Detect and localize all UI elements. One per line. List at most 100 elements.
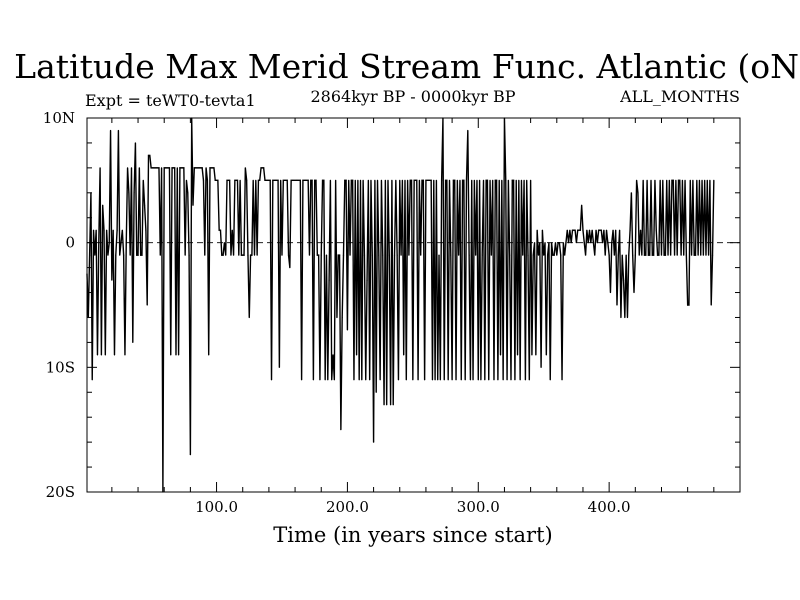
data-point [206, 179, 208, 181]
data-point [92, 229, 95, 231]
data-point [295, 179, 297, 181]
data-point [437, 379, 439, 381]
data-point [422, 179, 424, 181]
data-point [266, 179, 269, 181]
data-point [522, 254, 524, 256]
data-point [554, 242, 557, 244]
data-point [666, 179, 668, 181]
data-point [524, 379, 526, 381]
data-point [115, 254, 117, 256]
data-point [600, 229, 602, 231]
data-point [294, 179, 296, 181]
data-point [112, 229, 114, 231]
data-point [387, 179, 389, 181]
data-point [658, 254, 660, 256]
data-point [403, 354, 405, 356]
data-point [471, 179, 473, 181]
data-point [337, 254, 339, 256]
data-point [255, 179, 257, 181]
data-point [565, 242, 567, 244]
data-point [365, 379, 367, 381]
data-point [509, 254, 511, 256]
data-point [188, 254, 190, 256]
data-point [673, 254, 676, 256]
data-point [407, 179, 409, 181]
data-point [170, 354, 172, 356]
data-point [238, 254, 240, 256]
data-point [469, 379, 472, 381]
data-point [598, 229, 600, 231]
data-point [497, 379, 499, 381]
data-point [515, 179, 517, 181]
data-point [175, 354, 177, 356]
data-point [193, 167, 195, 169]
data-point [592, 242, 595, 244]
data-point [486, 179, 489, 181]
data-point [327, 379, 329, 381]
data-point [107, 254, 109, 256]
data-point [625, 254, 627, 256]
data-point [99, 167, 101, 169]
data-point [159, 254, 161, 256]
data-point [492, 179, 494, 181]
data-point [265, 179, 267, 181]
data-point [502, 379, 504, 381]
data-point [510, 379, 512, 381]
data-point [225, 254, 227, 256]
data-point [465, 179, 468, 181]
data-point [476, 179, 478, 181]
data-point [475, 254, 477, 256]
data-point [622, 279, 625, 281]
data-point [384, 179, 386, 181]
data-point [564, 254, 566, 256]
data-point [221, 254, 223, 256]
data-point [301, 379, 303, 381]
data-point [191, 117, 193, 119]
data-point [273, 179, 275, 181]
data-point [550, 242, 553, 244]
data-point [637, 192, 639, 194]
data-point [632, 254, 634, 256]
data-point [602, 242, 604, 244]
data-point [167, 167, 169, 169]
data-point [166, 167, 168, 169]
data-point [352, 179, 354, 181]
data-point [571, 229, 574, 231]
data-point [507, 179, 509, 181]
data-point [362, 179, 364, 181]
data-point [369, 379, 371, 381]
data-point [196, 167, 198, 169]
data-point [417, 379, 419, 381]
data-point [229, 179, 231, 181]
data-point [355, 354, 358, 356]
plot-frame [86, 117, 741, 493]
data-point [269, 179, 271, 181]
data-point [227, 179, 229, 181]
data-point [213, 167, 215, 169]
data-point [277, 179, 279, 181]
data-point [605, 229, 608, 231]
data-point [588, 229, 591, 231]
data-point [667, 254, 669, 256]
data-point [705, 254, 707, 256]
data-point [577, 229, 579, 231]
data-point [393, 254, 396, 256]
data-point [155, 167, 157, 169]
data-point [704, 179, 706, 181]
data-point [435, 179, 437, 181]
data-point [374, 179, 376, 181]
data-point [157, 167, 159, 169]
data-point [331, 379, 333, 381]
data-point [696, 179, 698, 181]
data-point [340, 429, 342, 431]
data-point [460, 379, 462, 381]
data-point [482, 179, 485, 181]
data-point [264, 179, 266, 181]
data-point [490, 254, 492, 256]
data-point [549, 379, 551, 381]
data-point [183, 167, 185, 169]
data-point [505, 179, 507, 181]
data-point [461, 179, 464, 181]
data-point [201, 167, 203, 169]
data-point [263, 167, 265, 169]
